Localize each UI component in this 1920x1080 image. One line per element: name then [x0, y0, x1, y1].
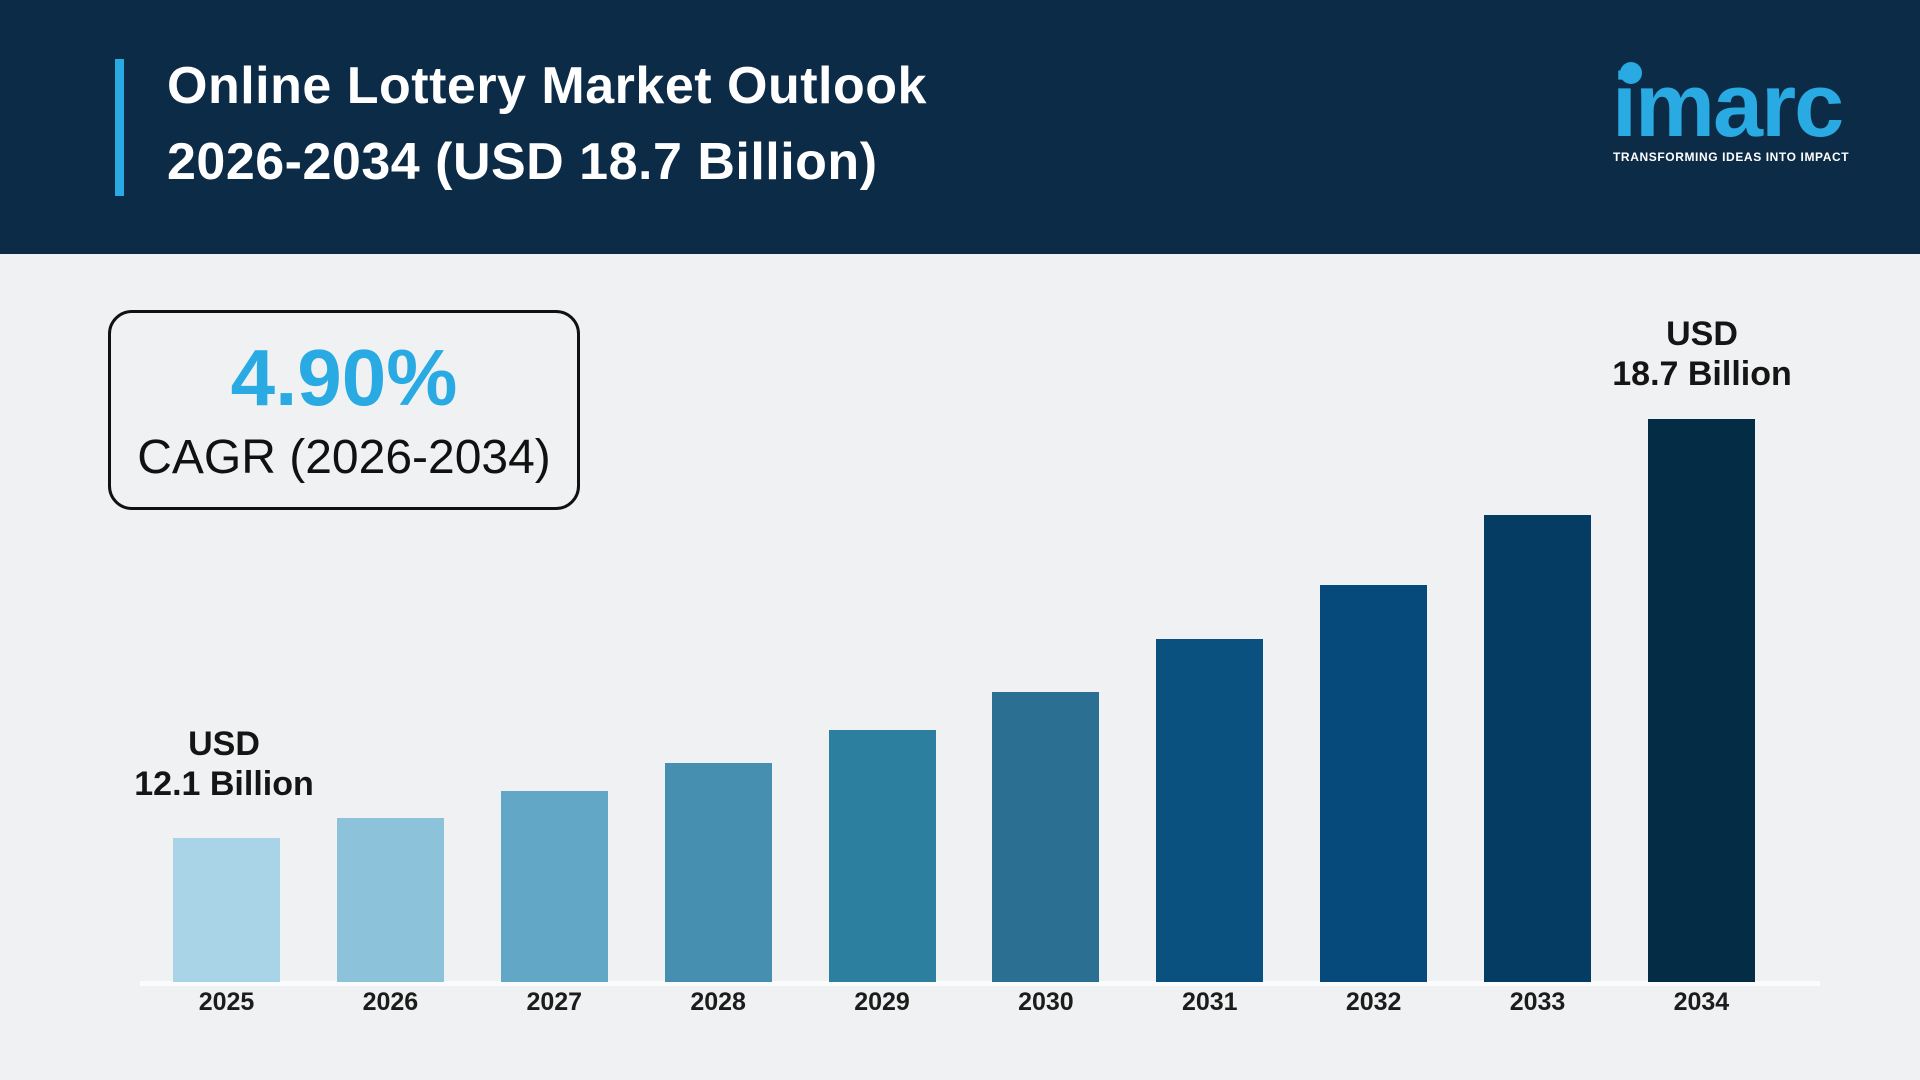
page-title-line2: 2026-2034 (USD 18.7 Billion): [167, 133, 878, 191]
last-bar-value-line1: USD: [1666, 315, 1738, 353]
bar-2032: [1320, 585, 1428, 982]
x-axis-label-2029: 2029: [854, 988, 910, 1016]
imarc-logo-dot-icon: [1620, 62, 1642, 84]
x-axis-label-2025: 2025: [198, 988, 255, 1016]
header-band: Online Lottery Market Outlook 2026-2034 …: [0, 0, 1920, 254]
page-title: Online Lottery Market Outlook 2026-2034 …: [167, 48, 927, 200]
title-accent-bar: [115, 59, 124, 196]
last-bar-value-label: USD 18.7 Billion: [1572, 314, 1832, 394]
x-axis-label-2027: 2027: [526, 988, 583, 1016]
bar-2029: [828, 730, 936, 982]
cagr-value: 4.90%: [230, 333, 458, 422]
bars: [173, 382, 1755, 982]
last-bar-value-line2: 18.7 Billion: [1612, 355, 1792, 393]
cagr-callout-box: 4.90% CAGR (2026-2034): [108, 310, 580, 510]
x-axis-line: [140, 981, 1820, 986]
imarc-logo-tagline: TRANSFORMING IDEAS INTO IMPACT: [1613, 150, 1850, 164]
bar-2030: [992, 692, 1100, 982]
bar-2031: [1156, 639, 1264, 982]
bar-2025: [173, 838, 280, 982]
bar-2034: [1647, 419, 1755, 982]
bar-2033: [1484, 515, 1591, 982]
imarc-logo: imarc: [1612, 56, 1844, 156]
first-bar-value-label: USD 12.1 Billion: [94, 724, 354, 804]
first-bar-value-line2: 12.1 Billion: [134, 765, 314, 803]
x-axis-label-2031: 2031: [1181, 988, 1238, 1016]
x-axis-labels: 2025 2026 2027 2028 2029 2030 2031 2032 2033 2034: [173, 988, 1755, 1017]
x-axis-label-2032: 2032: [1345, 988, 1402, 1016]
page-title-line1: Online Lottery Market Outlook: [167, 57, 927, 115]
x-axis-label-2026: 2026: [362, 988, 419, 1016]
x-axis-label-2030: 2030: [1018, 988, 1074, 1016]
bar-2028: [664, 763, 772, 982]
x-axis-label-2033: 2033: [1509, 988, 1566, 1016]
bar-2026: [336, 818, 444, 982]
bar-2027: [500, 791, 608, 982]
x-axis-label-2028: 2028: [690, 988, 746, 1016]
first-bar-value-line1: USD: [188, 725, 260, 763]
x-axis-label-2034: 2034: [1673, 988, 1730, 1016]
cagr-label: CAGR (2026-2034): [137, 431, 551, 484]
